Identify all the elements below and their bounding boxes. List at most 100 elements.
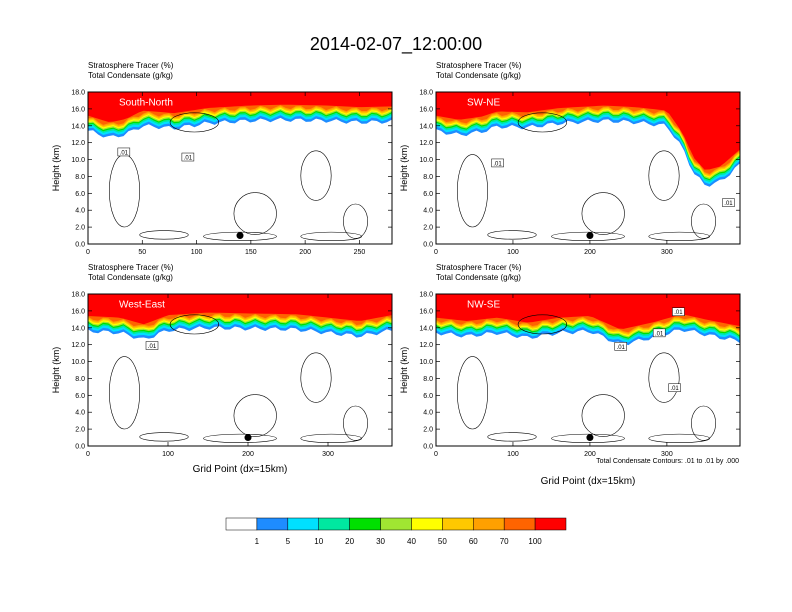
- y-tick-label: 18.0: [419, 292, 433, 299]
- condensate-contour-5: [343, 203, 368, 239]
- x-tick-label: 300: [661, 451, 673, 458]
- contour-label-box: [145, 341, 159, 350]
- y-tick-label: 12.0: [71, 140, 85, 147]
- tracer-band-max: [436, 294, 740, 329]
- page-title: 2014-02-07_12:00:00: [310, 34, 482, 55]
- location-marker: [586, 232, 594, 240]
- x-tick-label: 200: [242, 451, 254, 458]
- y-tick-label: 16.0: [71, 308, 85, 315]
- condensate-contour-7: [551, 231, 625, 241]
- y-tick-label: 6.0: [75, 393, 85, 400]
- x-tick-label: 200: [584, 451, 596, 458]
- condensate-contour-7: [203, 433, 277, 443]
- condensate-contour-1: [108, 356, 140, 430]
- panel-label: South-North: [119, 98, 173, 109]
- x-tick-label: 300: [661, 249, 673, 256]
- y-tick-label: 8.0: [75, 174, 85, 181]
- y-tick-label: 14.0: [419, 325, 433, 332]
- panel-title-tracer: Stratosphere Tracer (%): [88, 61, 174, 70]
- colorbar: 1 5 10 20 30 40 50 60 70 100: [225, 517, 567, 546]
- condensate-contour-6: [487, 432, 537, 442]
- y-tick-label: 0.0: [423, 444, 433, 451]
- location-marker: [236, 232, 244, 240]
- location-marker: [244, 434, 252, 442]
- plot-frame: [435, 91, 741, 245]
- contour-label-box: [181, 152, 195, 162]
- y-tick-label: 18.0: [419, 90, 433, 97]
- condensate-contour-3: [581, 394, 625, 437]
- condensate-contour-2: [517, 314, 568, 335]
- y-tick-label: 0.0: [423, 242, 433, 249]
- y-tick-label: 0.0: [75, 444, 85, 451]
- contour-label: .01: [617, 345, 626, 351]
- y-tick-label: 4.0: [75, 410, 85, 417]
- contour-label-box: [491, 158, 504, 168]
- tracer-field: [436, 294, 740, 443]
- colorbar-swatch: [442, 517, 474, 531]
- y-tick-label: 8.0: [423, 376, 433, 383]
- colorbar-label: 50: [438, 537, 447, 546]
- colorbar-label: 70: [500, 537, 509, 546]
- y-tick-label: 6.0: [423, 393, 433, 400]
- condensate-contour-5: [691, 203, 716, 239]
- contour-label: .01: [655, 331, 664, 337]
- condensate-contour-2: [517, 112, 568, 133]
- y-axis-label: Height (km): [399, 145, 409, 192]
- condensate-contour-8: [300, 231, 362, 241]
- condensate-contour-1: [456, 356, 488, 430]
- y-tick-label: 4.0: [75, 208, 85, 215]
- x-tick-label: 0: [434, 451, 438, 458]
- y-tick-label: 18.0: [71, 90, 85, 97]
- x-tick-label: 150: [245, 249, 257, 256]
- x-tick-label: 100: [162, 451, 174, 458]
- y-tick-label: 2.0: [423, 427, 433, 434]
- condensate-contour-4: [300, 150, 332, 201]
- colorbar-label: 100: [528, 537, 542, 546]
- y-tick-label: 2.0: [423, 225, 433, 232]
- colorbar-swatch: [349, 517, 381, 531]
- y-tick-label: 4.0: [423, 208, 433, 215]
- colorbar-swatch: [503, 517, 536, 531]
- x-tick-label: 0: [86, 451, 90, 458]
- condensate-contour-8: [300, 433, 362, 443]
- y-tick-label: 18.0: [71, 292, 85, 299]
- panel-title-condensate: Total Condensate (g/kg): [436, 273, 521, 282]
- tracer-band-max: [88, 294, 392, 325]
- colorbar-swatch: [287, 517, 319, 531]
- colorbar-swatch: [318, 517, 350, 531]
- tracer-band-max: [436, 92, 740, 170]
- x-axis-label: Grid Point (dx=15km): [541, 476, 636, 487]
- panel-label: NW-SE: [467, 300, 500, 311]
- x-tick-label: 300: [322, 451, 334, 458]
- x-tick-label: 100: [507, 249, 519, 256]
- colorbar-label: 5: [286, 537, 291, 546]
- colorbar-label: 1: [255, 537, 260, 546]
- x-tick-label: 0: [86, 249, 90, 256]
- tracer-band-max: [88, 92, 392, 122]
- x-axis-label: Grid Point (dx=15km): [193, 464, 288, 475]
- contour-label-box: [117, 147, 131, 157]
- contour-label-box: [672, 307, 685, 316]
- tracer-field: [436, 92, 740, 241]
- contour-label-box: [652, 328, 666, 338]
- condensate-contour-8: [648, 433, 710, 443]
- y-axis-label: Height (km): [51, 347, 61, 394]
- panel-label: West-East: [119, 300, 165, 311]
- y-axis-label: Height (km): [51, 145, 61, 192]
- condensate-contour-7: [551, 433, 625, 443]
- y-tick-label: 12.0: [71, 342, 85, 349]
- x-tick-label: 100: [191, 249, 203, 256]
- plot-frame: [435, 293, 741, 447]
- tracer-field: [88, 92, 392, 241]
- condensate-contour-2: [169, 112, 220, 133]
- contour-label: .01: [148, 344, 157, 350]
- panel-title-tracer: Stratosphere Tracer (%): [436, 61, 522, 70]
- y-tick-label: 10.0: [71, 157, 85, 164]
- y-tick-label: 8.0: [75, 376, 85, 383]
- panel-sw-ne: Stratosphere Tracer (%)Total Condensate …: [399, 61, 741, 256]
- plot-frame: [87, 293, 393, 447]
- colorbar-swatch: [380, 517, 412, 531]
- x-tick-label: 50: [138, 249, 146, 256]
- condensate-contour-2: [169, 314, 220, 335]
